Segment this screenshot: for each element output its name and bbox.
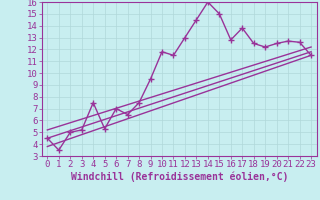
X-axis label: Windchill (Refroidissement éolien,°C): Windchill (Refroidissement éolien,°C) (70, 172, 288, 182)
